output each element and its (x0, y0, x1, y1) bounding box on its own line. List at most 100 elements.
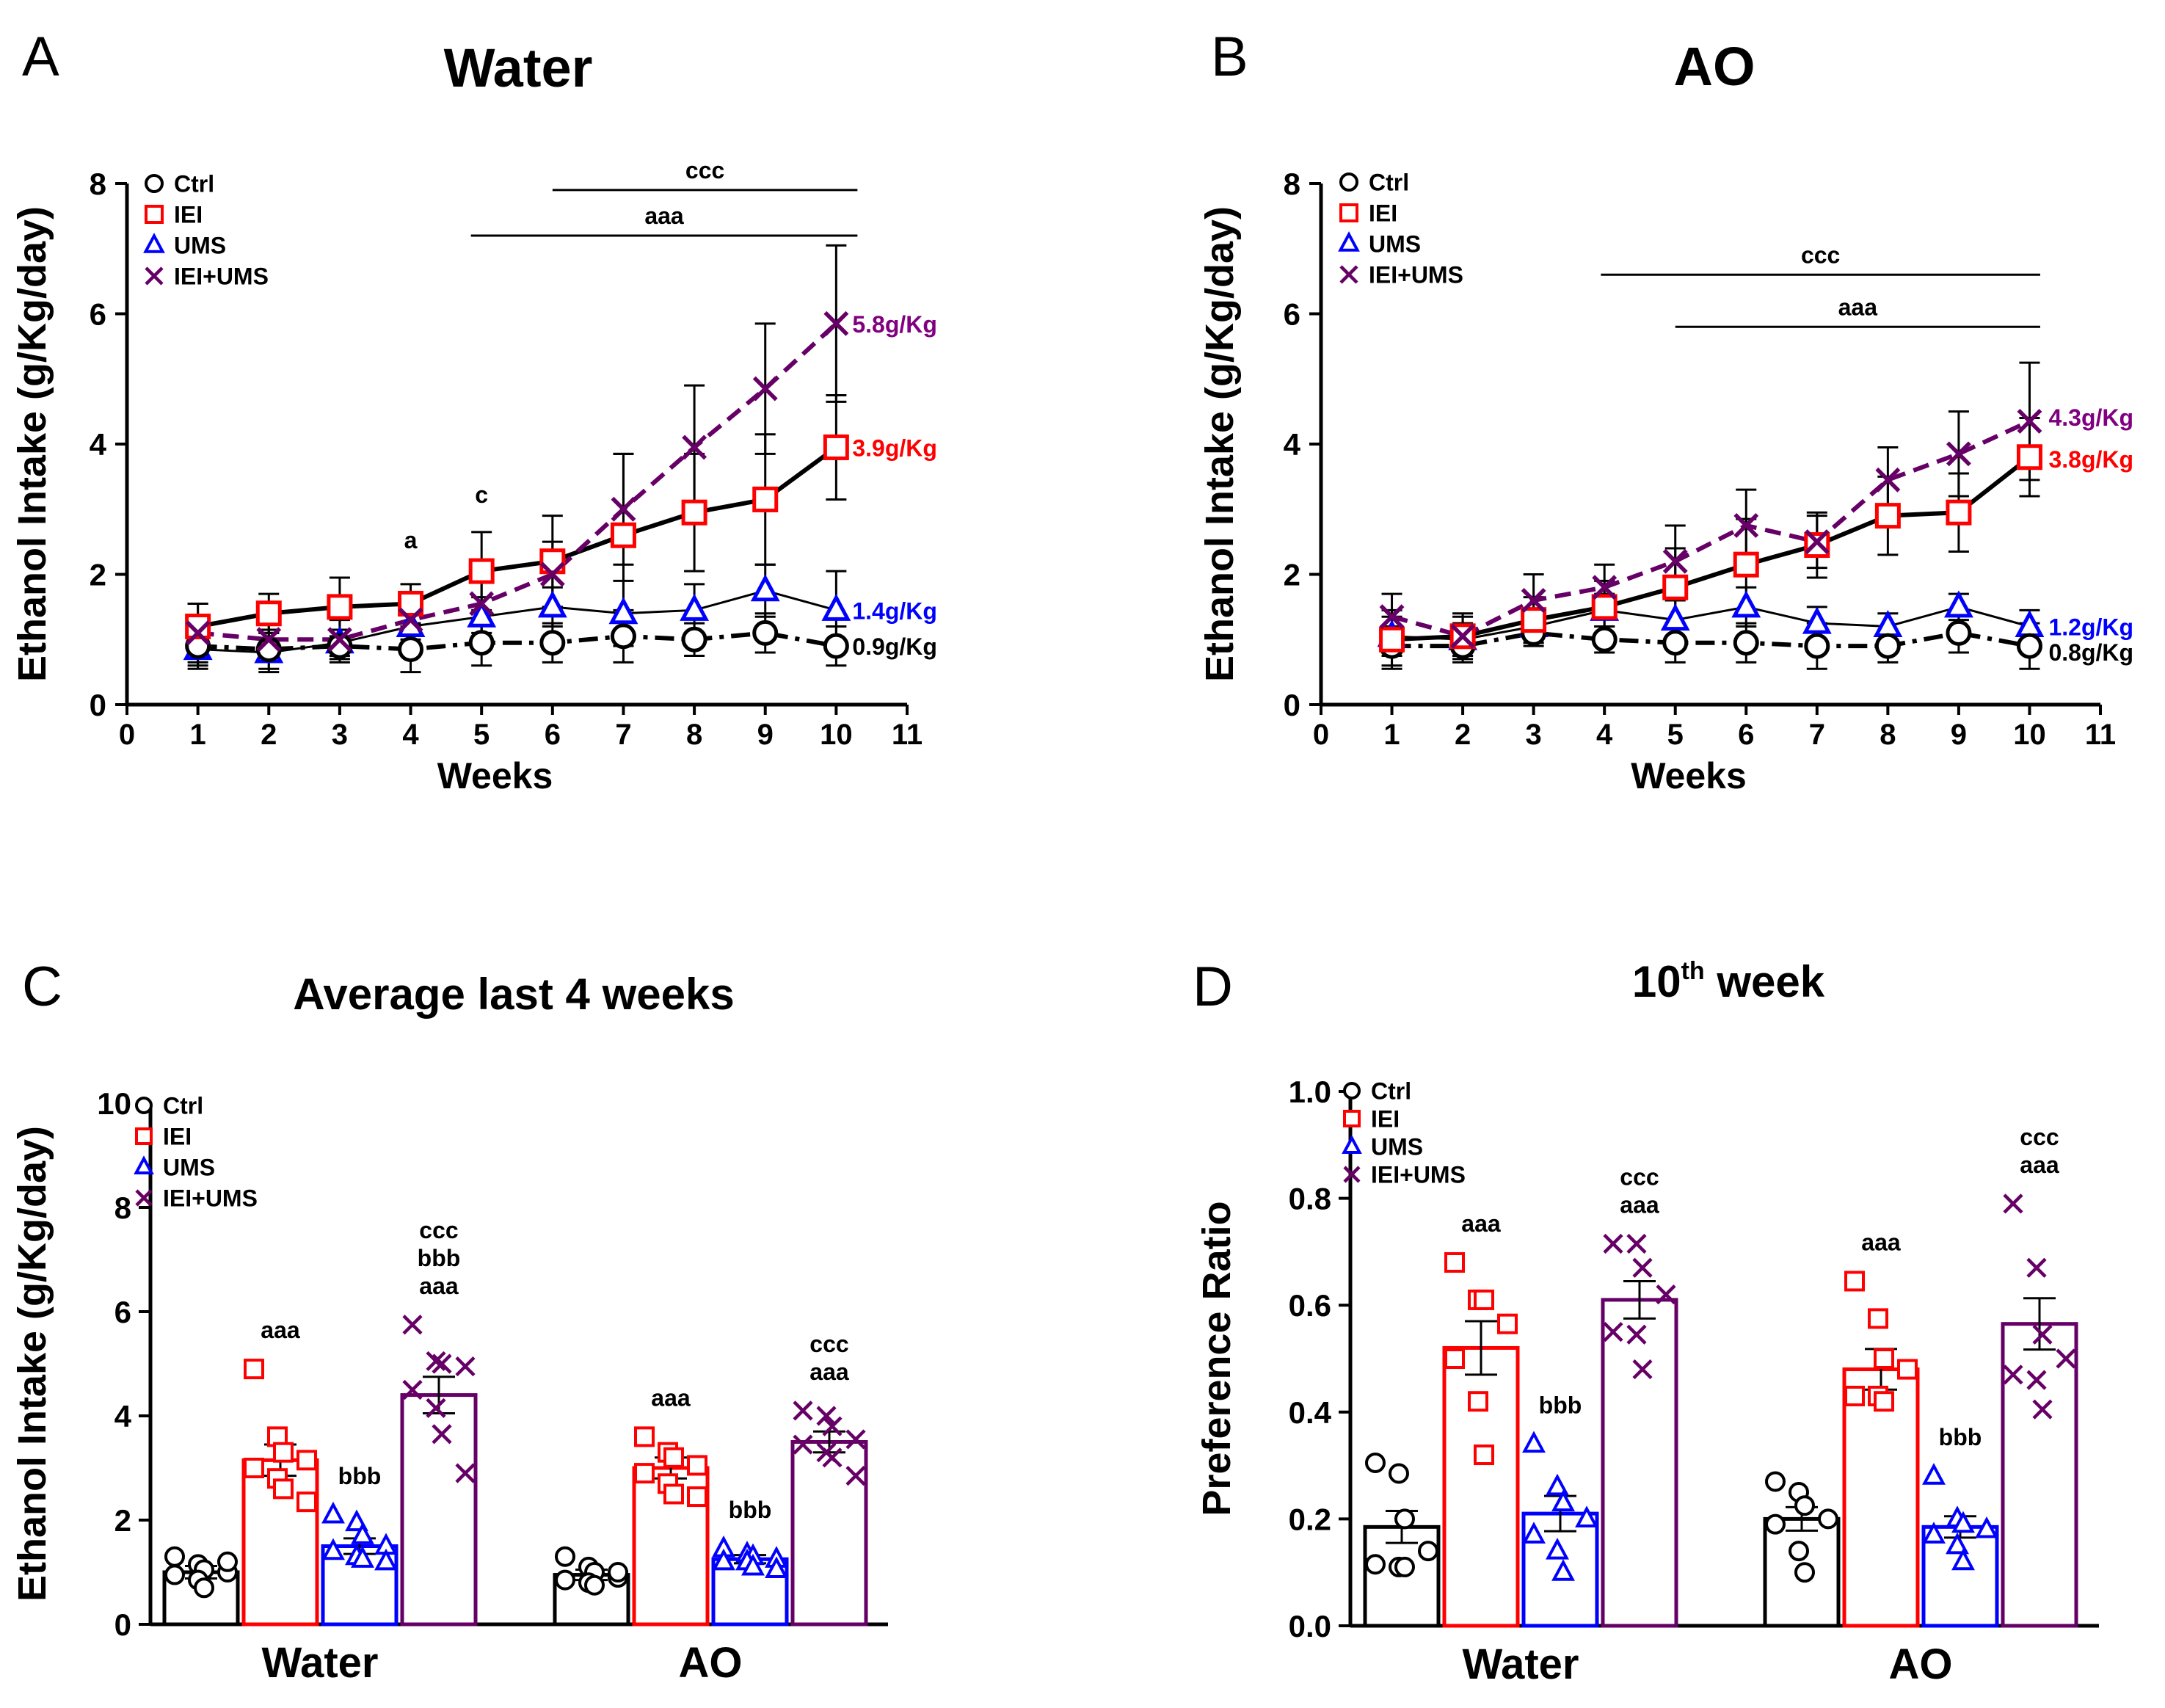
y-tick-label: 0.6 (1289, 1288, 1331, 1323)
data-point-ctrl (681, 626, 707, 653)
data-point-ctrl (327, 633, 353, 659)
data-point-iei-plus-ums (1592, 575, 1618, 600)
x-tick-label: 6 (1738, 719, 1754, 751)
individual-point-ums (1951, 1548, 1975, 1571)
bar-iei-plus-ums (790, 1440, 868, 1627)
significance-label: aaa (1838, 294, 1878, 320)
data-point-ums (1660, 603, 1690, 631)
individual-point-iei-plus-ums (2056, 1348, 2076, 1369)
individual-point-ums (321, 1538, 345, 1560)
individual-point-ctrl (1394, 1508, 1415, 1530)
y-tick-label: 6 (90, 297, 106, 332)
x-tick-label: 11 (892, 719, 923, 751)
individual-point-iei (273, 1478, 294, 1500)
individual-point-iei-plus-ums (845, 1466, 866, 1486)
x-tick-label: 9 (1951, 719, 1967, 751)
individual-point-iei (244, 1359, 264, 1380)
data-point-ctrl (823, 633, 849, 659)
data-point-iei-plus-ums (1662, 548, 1688, 574)
y-axis-label: Ethanol Intake (g/Kg/day) (10, 1126, 54, 1602)
panel-d-title-sup: th (1681, 957, 1705, 985)
panel-d-title-rest: week (1705, 957, 1825, 1006)
data-point-ums (608, 597, 638, 625)
data-point-ctrl (1591, 626, 1618, 653)
individual-point-ums (741, 1553, 765, 1576)
individual-point-ums (1546, 1538, 1569, 1560)
individual-point-iei (634, 1426, 655, 1447)
legend-marker-iei-plus-ums (135, 1189, 153, 1207)
individual-point-ums (351, 1522, 374, 1544)
individual-point-ums (765, 1556, 788, 1579)
panel-letter-d: D (1193, 956, 1233, 1018)
y-tick-label: 0.4 (1289, 1395, 1332, 1430)
individual-point-iei-plus-ums (1632, 1359, 1653, 1380)
data-point-iei (1379, 626, 1405, 653)
individual-point-ctrl (164, 1564, 185, 1585)
data-point-iei-plus-ums (752, 376, 778, 401)
bar-iei-plus-ums (2001, 1322, 2078, 1628)
data-point-ctrl (1804, 633, 1830, 659)
data-point-ctrl (539, 630, 566, 656)
individual-point-iei-plus-ums (1603, 1233, 1623, 1254)
legend-label-ctrl: Ctrl (1369, 170, 1409, 196)
category-label-water: Water (1463, 1640, 1579, 1688)
data-point-iei-plus-ums (611, 496, 636, 522)
individual-point-iei-plus-ums (2032, 1324, 2053, 1345)
data-point-iei-plus-ums (1804, 529, 1830, 555)
individual-point-ums (1975, 1516, 1998, 1538)
x-tick-label: 10 (820, 719, 853, 751)
legend-label-iei-plus-ums: IEI+UMS (1369, 262, 1463, 288)
individual-point-iei (273, 1442, 294, 1463)
data-point-iei-plus-ums (1450, 623, 1476, 649)
data-point-ctrl (752, 619, 779, 646)
data-point-ums (1731, 590, 1761, 618)
legend-marker-ctrl (135, 1097, 153, 1114)
y-axis-label: Ethanol Intake (g/Kg/day) (1198, 206, 1242, 682)
x-tick-label: 11 (2085, 719, 2116, 751)
significance-label: ccc (419, 1217, 458, 1243)
series-line-iei (197, 446, 838, 629)
panel-d-title: 10th week (1632, 957, 1825, 1006)
significance-annotation: a (404, 527, 418, 553)
individual-point-ctrl (1765, 1471, 1786, 1492)
individual-point-iei (1468, 1391, 1488, 1412)
legend-marker-ctrl (1343, 1082, 1361, 1100)
y-tick-label: 0 (90, 688, 106, 722)
data-point-iei-plus-ums (185, 620, 211, 646)
series-line-iei-plus-ums (197, 321, 838, 642)
individual-point-iei (1844, 1271, 1865, 1292)
data-point-iei-plus-ums (256, 627, 282, 653)
y-axis-label: Ethanol Intake (g/Kg/day) (10, 206, 54, 682)
significance-label: ccc (685, 157, 724, 183)
data-point-ctrl (468, 630, 495, 656)
x-tick-label: 3 (1526, 719, 1542, 751)
individual-point-iei (1444, 1251, 1465, 1273)
individual-point-iei (1844, 1385, 1865, 1406)
panel-a-title: Water (444, 37, 593, 98)
individual-point-ums (1951, 1511, 1975, 1533)
individual-point-iei (1474, 1289, 1494, 1310)
y-axis-label: Preference Ratio (1195, 1201, 1239, 1516)
individual-point-ctrl (1418, 1541, 1438, 1562)
end-label-ums: 1.2g/Kg (2048, 614, 2133, 641)
x-tick-label: 2 (261, 719, 277, 751)
significance-label: aaa (1620, 1191, 1659, 1218)
y-tick-label: 0.2 (1289, 1502, 1331, 1536)
legend-marker-ctrl (145, 174, 164, 193)
panel-d-bar-chart: 0.0 0.2 0.4 0.6 0.8 1.0 Preference Ratio Water a… (1195, 1075, 2099, 1688)
data-point-iei (327, 594, 353, 620)
individual-point-iei (1897, 1359, 1918, 1380)
y-tick-label: 6 (114, 1295, 131, 1329)
individual-point-iei-plus-ums (432, 1424, 452, 1444)
x-tick-label: 0 (119, 719, 135, 751)
x-tick-label: 4 (402, 719, 419, 751)
y-tick-label: 6 (1284, 297, 1300, 332)
individual-point-ctrl (1794, 1495, 1815, 1516)
individual-point-ctrl (1394, 1556, 1415, 1577)
data-point-iei (681, 499, 707, 526)
x-tick-label: 5 (473, 719, 490, 751)
legend-marker-ctrl (1339, 172, 1358, 192)
category-label-ao: AO (1889, 1640, 1953, 1688)
individual-point-iei (1868, 1308, 1888, 1329)
panel-letter-b: B (1211, 26, 1248, 88)
